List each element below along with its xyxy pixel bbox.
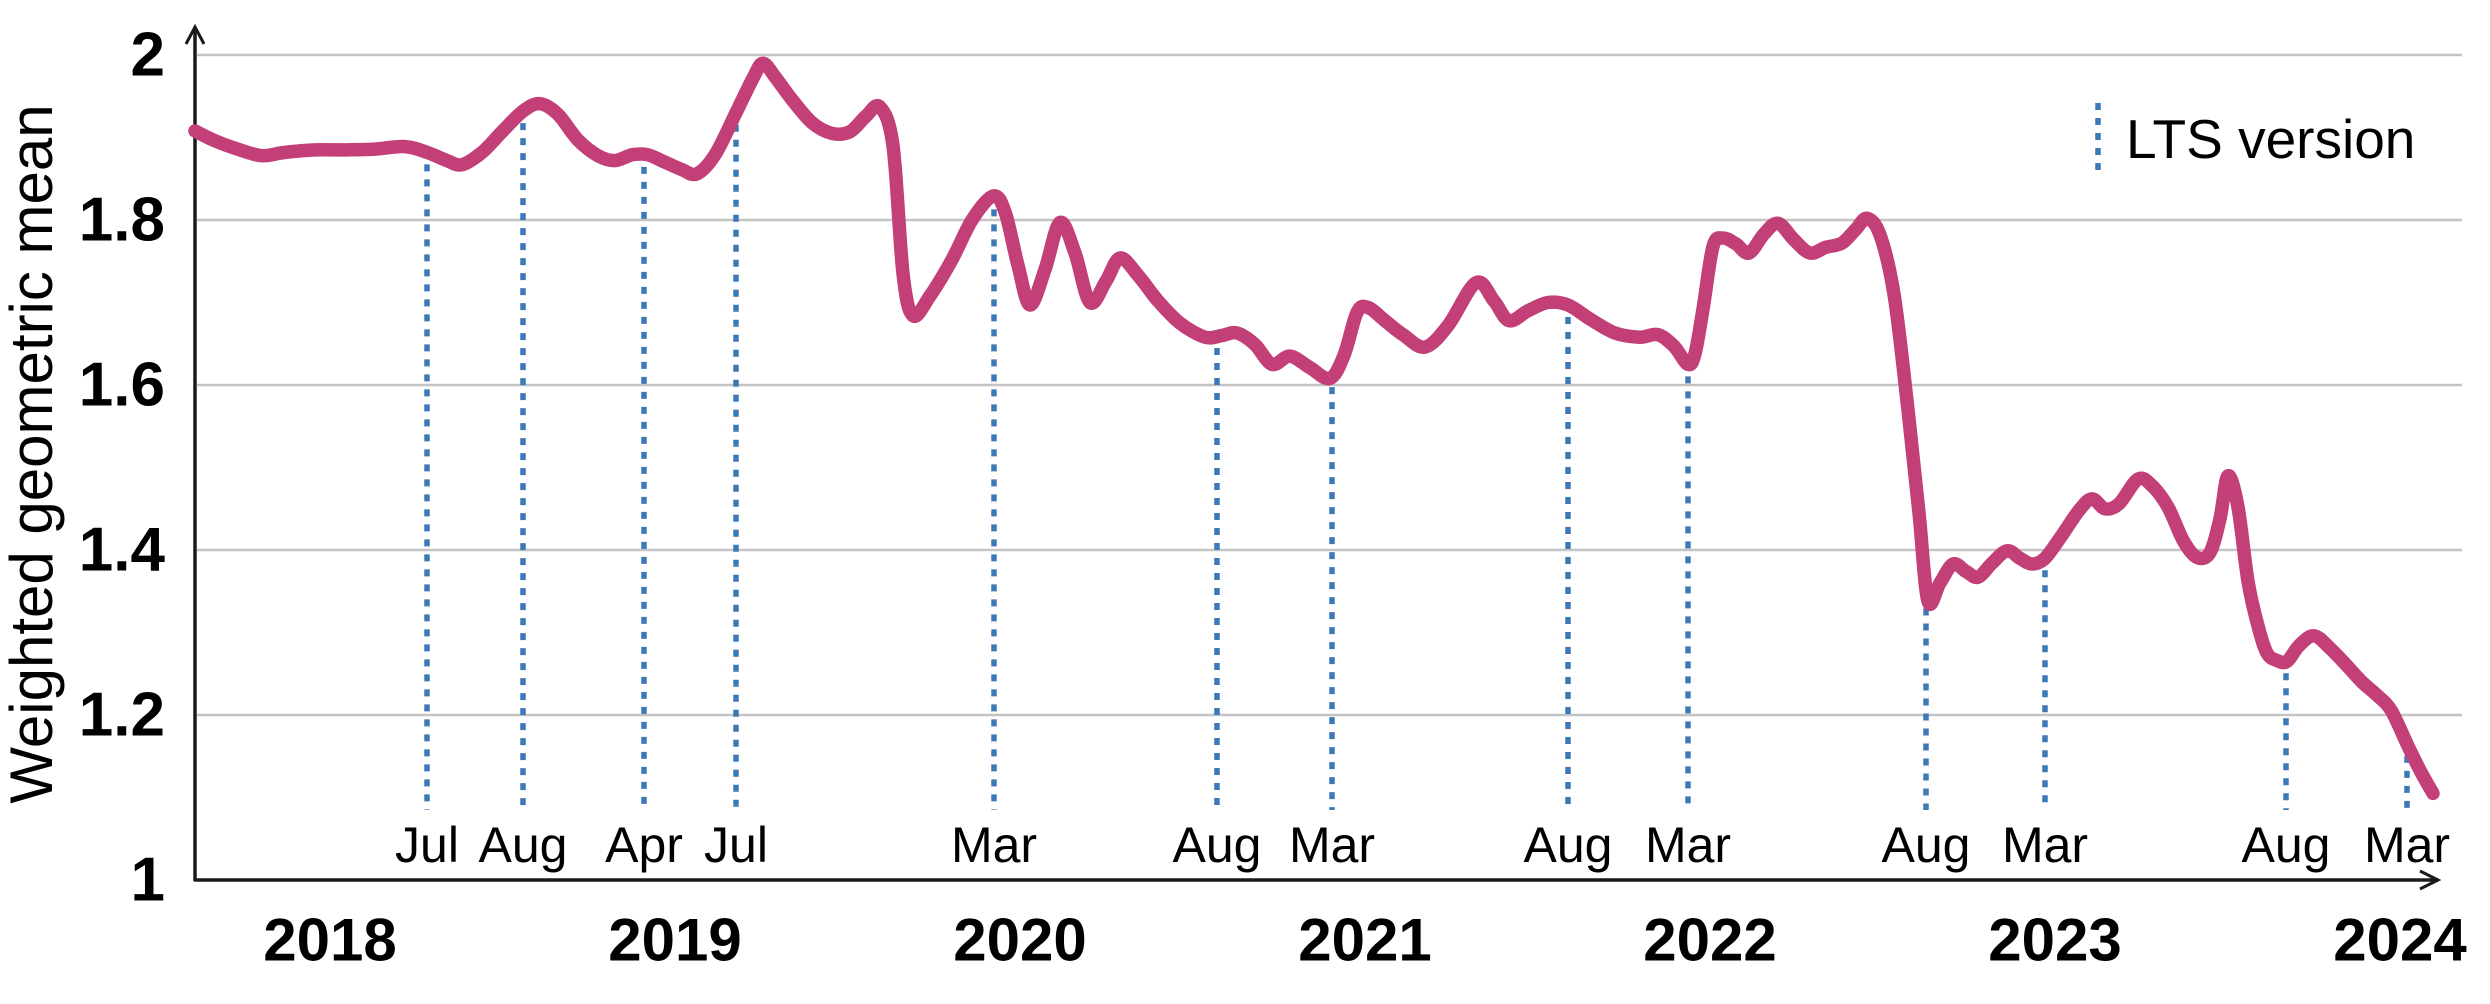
x-tick-label: 2019 bbox=[608, 907, 741, 974]
x-tick-label: 2020 bbox=[953, 907, 1086, 974]
series-group bbox=[188, 56, 2440, 801]
y-axis-arrow-icon bbox=[184, 23, 206, 45]
axes bbox=[184, 23, 2442, 891]
lts-marker-label: Aug bbox=[479, 817, 568, 873]
lts-marker-label: Mar bbox=[1289, 817, 1375, 873]
y-tick-label: 1.6 bbox=[79, 351, 165, 420]
lts-marker-label: Apr bbox=[605, 817, 683, 873]
legend: LTS version bbox=[2095, 103, 2415, 172]
y-tick-labels: 1 1.2 1.4 1.6 1.8 2 bbox=[79, 21, 166, 915]
lts-marker-label: Aug bbox=[1173, 817, 1262, 873]
x-tick-label: 2024 bbox=[2333, 907, 2467, 974]
lts-marker-label: Aug bbox=[2242, 817, 2331, 873]
series-line bbox=[188, 56, 2440, 801]
y-tick-label: 1.2 bbox=[79, 681, 165, 750]
lts-marker-label: Mar bbox=[2002, 817, 2088, 873]
lts-markers: Jul Aug Apr Jul Mar Aug Mar Aug Mar Aug Mar Aug Mar bbox=[395, 123, 2450, 873]
x-axis-arrow-icon bbox=[2419, 869, 2442, 891]
lts-marker-label: Jul bbox=[704, 817, 768, 873]
x-tick-label: 2023 bbox=[1988, 907, 2121, 974]
y-tick-label: 1.8 bbox=[79, 186, 165, 255]
y-tick-label: 1 bbox=[131, 846, 165, 915]
lts-marker-label: Mar bbox=[951, 817, 1037, 873]
y-tick-label: 1.4 bbox=[79, 516, 166, 585]
lts-marker-label: Aug bbox=[1524, 817, 1613, 873]
legend-label: LTS version bbox=[2126, 108, 2415, 170]
lts-marker-label: Aug bbox=[1882, 817, 1971, 873]
x-tick-label: 2018 bbox=[263, 907, 396, 974]
lts-marker-label: Mar bbox=[1645, 817, 1731, 873]
x-tick-labels: 2018 2019 2020 2021 2022 2023 2024 bbox=[263, 907, 2467, 974]
lts-marker-label: Mar bbox=[2364, 817, 2450, 873]
y-tick-label: 2 bbox=[131, 21, 165, 90]
y-axis-title: Weighted geometric mean bbox=[0, 104, 65, 803]
x-tick-label: 2022 bbox=[1643, 907, 1776, 974]
x-tick-label: 2021 bbox=[1298, 907, 1431, 974]
lts-marker-label: Jul bbox=[395, 817, 459, 873]
